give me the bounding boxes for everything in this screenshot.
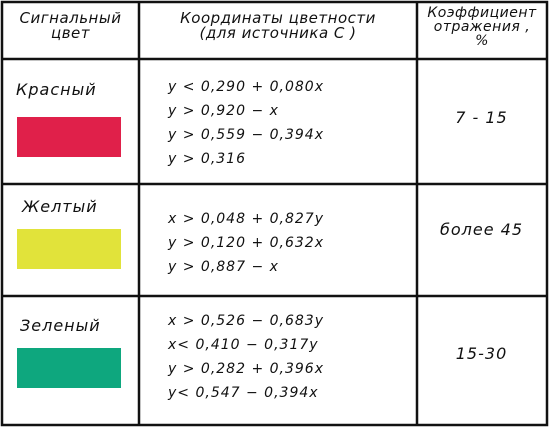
header-reflection-line3: % [475, 33, 489, 49]
header-chromaticity: Координаты цветности (для источника С ) [139, 11, 417, 41]
row-green-condition-3: y > 0,282 + 0,396x [168, 361, 324, 377]
row-red-condition-4: y > 0,316 [168, 151, 246, 167]
row-red-condition-1: y < 0,290 + 0,080x [168, 79, 324, 95]
row-green-condition-2: x< 0,410 − 0,317y [168, 337, 319, 353]
row-yellow-condition-2: y > 0,120 + 0,632x [168, 235, 324, 251]
header-signal-color: Сигнальный цвет [2, 11, 139, 41]
row-red-name: Красный [16, 80, 97, 99]
row-red-condition-2: y > 0,920 − x [168, 103, 279, 119]
row-red-swatch [17, 117, 121, 157]
row-yellow-condition-3: y > 0,887 − x [168, 259, 279, 275]
header-reflection-line1: Коэффициент [427, 5, 537, 21]
row-yellow-conditions: x > 0,048 + 0,827y y > 0,120 + 0,632x y … [168, 207, 324, 279]
row-yellow-coefficient: более 45 [439, 220, 523, 239]
header-signal-color-line1: Сигнальный [19, 9, 122, 27]
header-reflection: Коэффициент отражения , % [417, 6, 547, 48]
row-red-condition-3: y > 0,559 − 0,394x [168, 127, 324, 143]
row-yellow-swatch [17, 229, 121, 269]
row-red-coefficient: 7 - 15 [455, 108, 508, 127]
header-reflection-line2: отражения , [433, 19, 531, 35]
header-chromaticity-line2: (для источника С ) [199, 24, 357, 42]
row-green-coefficient: 15-30 [455, 344, 508, 363]
row-green-condition-4: y< 0,547 − 0,394x [168, 385, 319, 401]
row-red-conditions: y < 0,290 + 0,080x y > 0,920 − x y > 0,5… [168, 75, 324, 171]
row-green-conditions: x > 0,526 − 0,683y x< 0,410 − 0,317y y >… [168, 309, 324, 405]
header-signal-color-line2: цвет [50, 24, 91, 42]
row-green-name: Зеленый [20, 316, 101, 335]
row-yellow-name: Желтый [22, 197, 98, 216]
row-yellow-condition-1: x > 0,048 + 0,827y [168, 211, 324, 227]
header-chromaticity-line1: Координаты цветности [180, 9, 376, 27]
row-green-condition-1: x > 0,526 − 0,683y [168, 313, 324, 329]
row-green-swatch [17, 348, 121, 388]
